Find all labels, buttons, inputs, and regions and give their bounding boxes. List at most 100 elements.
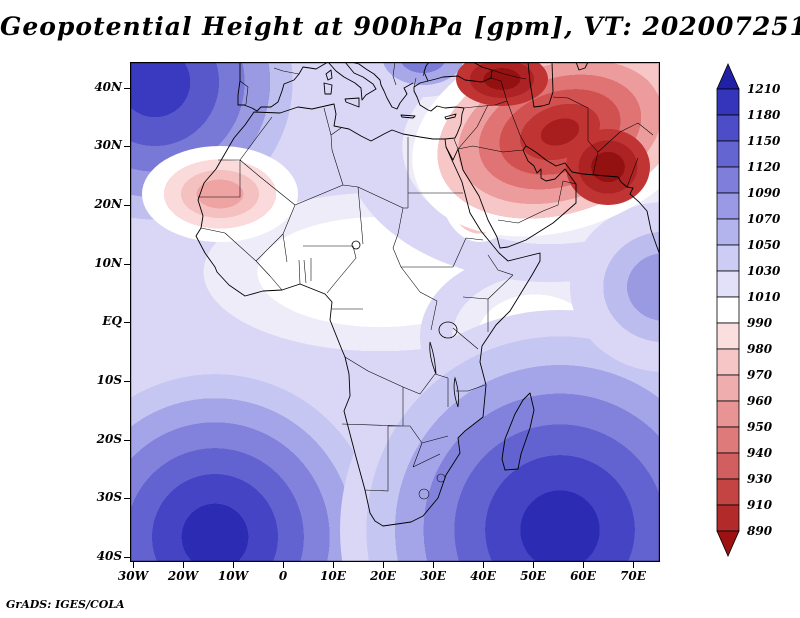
border-eswatini	[436, 473, 446, 483]
colorbar-bottom-arrow	[716, 530, 740, 557]
colorbar-level-label: 1050	[747, 238, 781, 252]
colorbar-level-label: 940	[747, 446, 773, 460]
indus-heat-low-core	[566, 129, 650, 205]
x-axis-tick-mark	[333, 562, 334, 568]
sahara-thermal-low	[142, 146, 298, 242]
y-axis-tick-label: 40N	[94, 79, 122, 94]
y-axis-tick-label: 30S	[96, 490, 122, 505]
x-axis-tick-label: 50E	[520, 569, 546, 583]
x-axis-tick-label: 70E	[620, 569, 646, 583]
border-lesotho	[418, 488, 430, 500]
colorbar: 1210 1180 1150 1120 1090 1070 1050 1030 1010 990 9…	[716, 63, 781, 557]
colorbar-level-label: 960	[747, 394, 773, 408]
y-axis-tick-label: 10S	[96, 372, 122, 387]
x-axis-tick-label: 30W	[117, 569, 149, 583]
colorbar-level-label: 930	[747, 472, 773, 486]
colorbar-segment	[716, 270, 740, 298]
x-axis-tick-label: 30E	[420, 569, 446, 583]
colorbar-segment	[716, 322, 740, 350]
y-axis-tick-label: 40S	[96, 548, 122, 563]
africa-coastline	[195, 103, 541, 527]
x-axis-tick-mark	[433, 562, 434, 568]
colorbar-level-label: 950	[747, 420, 773, 434]
colorbar-level-label: 1030	[747, 264, 781, 278]
colorbar-level-label: 970	[747, 368, 773, 382]
colorbar-level-label: 990	[747, 316, 773, 330]
colorbar-level-label: 1070	[747, 212, 781, 226]
colorbar-segment	[716, 426, 740, 454]
coastlines	[195, 62, 660, 527]
colorbar-level-label: 910	[747, 498, 773, 512]
colorbar-segment	[716, 114, 740, 142]
colorbar-segment	[716, 88, 740, 116]
cyprus-coastline	[444, 113, 457, 120]
y-axis-tick-mark	[124, 498, 130, 500]
x-axis-tick-mark	[283, 562, 284, 568]
colorbar-level-label: 1150	[747, 134, 781, 148]
arabian-sea-blue	[570, 202, 660, 372]
x-axis-tick-mark	[383, 562, 384, 568]
south-indian-high	[340, 310, 660, 562]
colorbar-level-label: 890	[747, 524, 773, 538]
credit-text: GrADS: IGES/COLA	[6, 598, 125, 611]
colorbar-segment	[716, 478, 740, 506]
x-axis-tick-label: 10E	[320, 569, 346, 583]
plot-frame	[130, 62, 660, 562]
colorbar-level-label: 980	[747, 342, 773, 356]
colorbar-segment	[716, 374, 740, 402]
x-axis-tick-label: 0	[278, 569, 288, 583]
shaded-field-layer	[130, 62, 660, 562]
sicily-coastline	[344, 97, 360, 108]
caspian-coastline	[527, 62, 554, 108]
x-axis-tick-label: 10W	[217, 569, 249, 583]
x-axis-tick-mark	[133, 562, 134, 568]
colorbar-segment	[716, 192, 740, 220]
border-lines	[198, 62, 654, 492]
madagascar-coastline	[501, 392, 535, 471]
country-borders	[198, 62, 654, 500]
y-axis-tick-mark	[124, 263, 130, 265]
y-axis-tick-mark	[124, 556, 130, 558]
x-axis-tick-mark	[183, 562, 184, 568]
aral-coastline	[575, 62, 589, 71]
colorbar-segment	[716, 348, 740, 376]
colorbar-segment	[716, 218, 740, 246]
south-atlantic-high	[130, 352, 400, 562]
x-axis-tick-mark	[583, 562, 584, 568]
y-axis-tick-mark	[124, 322, 130, 324]
lake-chad	[351, 240, 361, 250]
colorbar-segment	[716, 166, 740, 194]
crete-coastline	[400, 114, 416, 119]
chart-title: Geopotential Height at 900hPa [gpm], VT:…	[0, 12, 800, 41]
y-axis-tick-mark	[124, 146, 130, 148]
x-axis-tick-mark	[483, 562, 484, 568]
levant-turkey-coastline	[413, 62, 493, 140]
y-axis-tick-mark	[124, 87, 130, 89]
y-axis-tick-mark	[124, 439, 130, 441]
adriatic-greece-coastline	[350, 62, 414, 110]
colorbar-segment	[716, 244, 740, 272]
colorbar-segment	[716, 400, 740, 428]
corsica-coastline	[325, 69, 333, 81]
colorbar-level-label: 1210	[747, 82, 781, 96]
iberia-france-italy-coastline	[237, 62, 377, 112]
y-axis-tick-mark	[124, 205, 130, 207]
y-axis-tick-label: EQ	[102, 314, 122, 329]
y-axis-tick-mark	[124, 380, 130, 382]
lakes	[351, 240, 459, 408]
lake-malawi	[453, 376, 459, 408]
colorbar-level-label: 1010	[747, 290, 781, 304]
map-plot	[130, 62, 660, 562]
x-axis-tick-label: 20E	[370, 569, 396, 583]
colorbar-segment	[716, 296, 740, 324]
y-axis-tick-label: 30N	[94, 138, 122, 153]
sardinia-coastline	[323, 82, 333, 95]
lake-victoria	[438, 321, 458, 339]
colorbar-top-arrow	[716, 63, 740, 90]
x-axis-tick-label: 20W	[167, 569, 199, 583]
x-axis-tick-mark	[633, 562, 634, 568]
x-axis-tick-mark	[533, 562, 534, 568]
x-axis-tick-label: 60E	[570, 569, 596, 583]
x-axis-tick-mark	[233, 562, 234, 568]
